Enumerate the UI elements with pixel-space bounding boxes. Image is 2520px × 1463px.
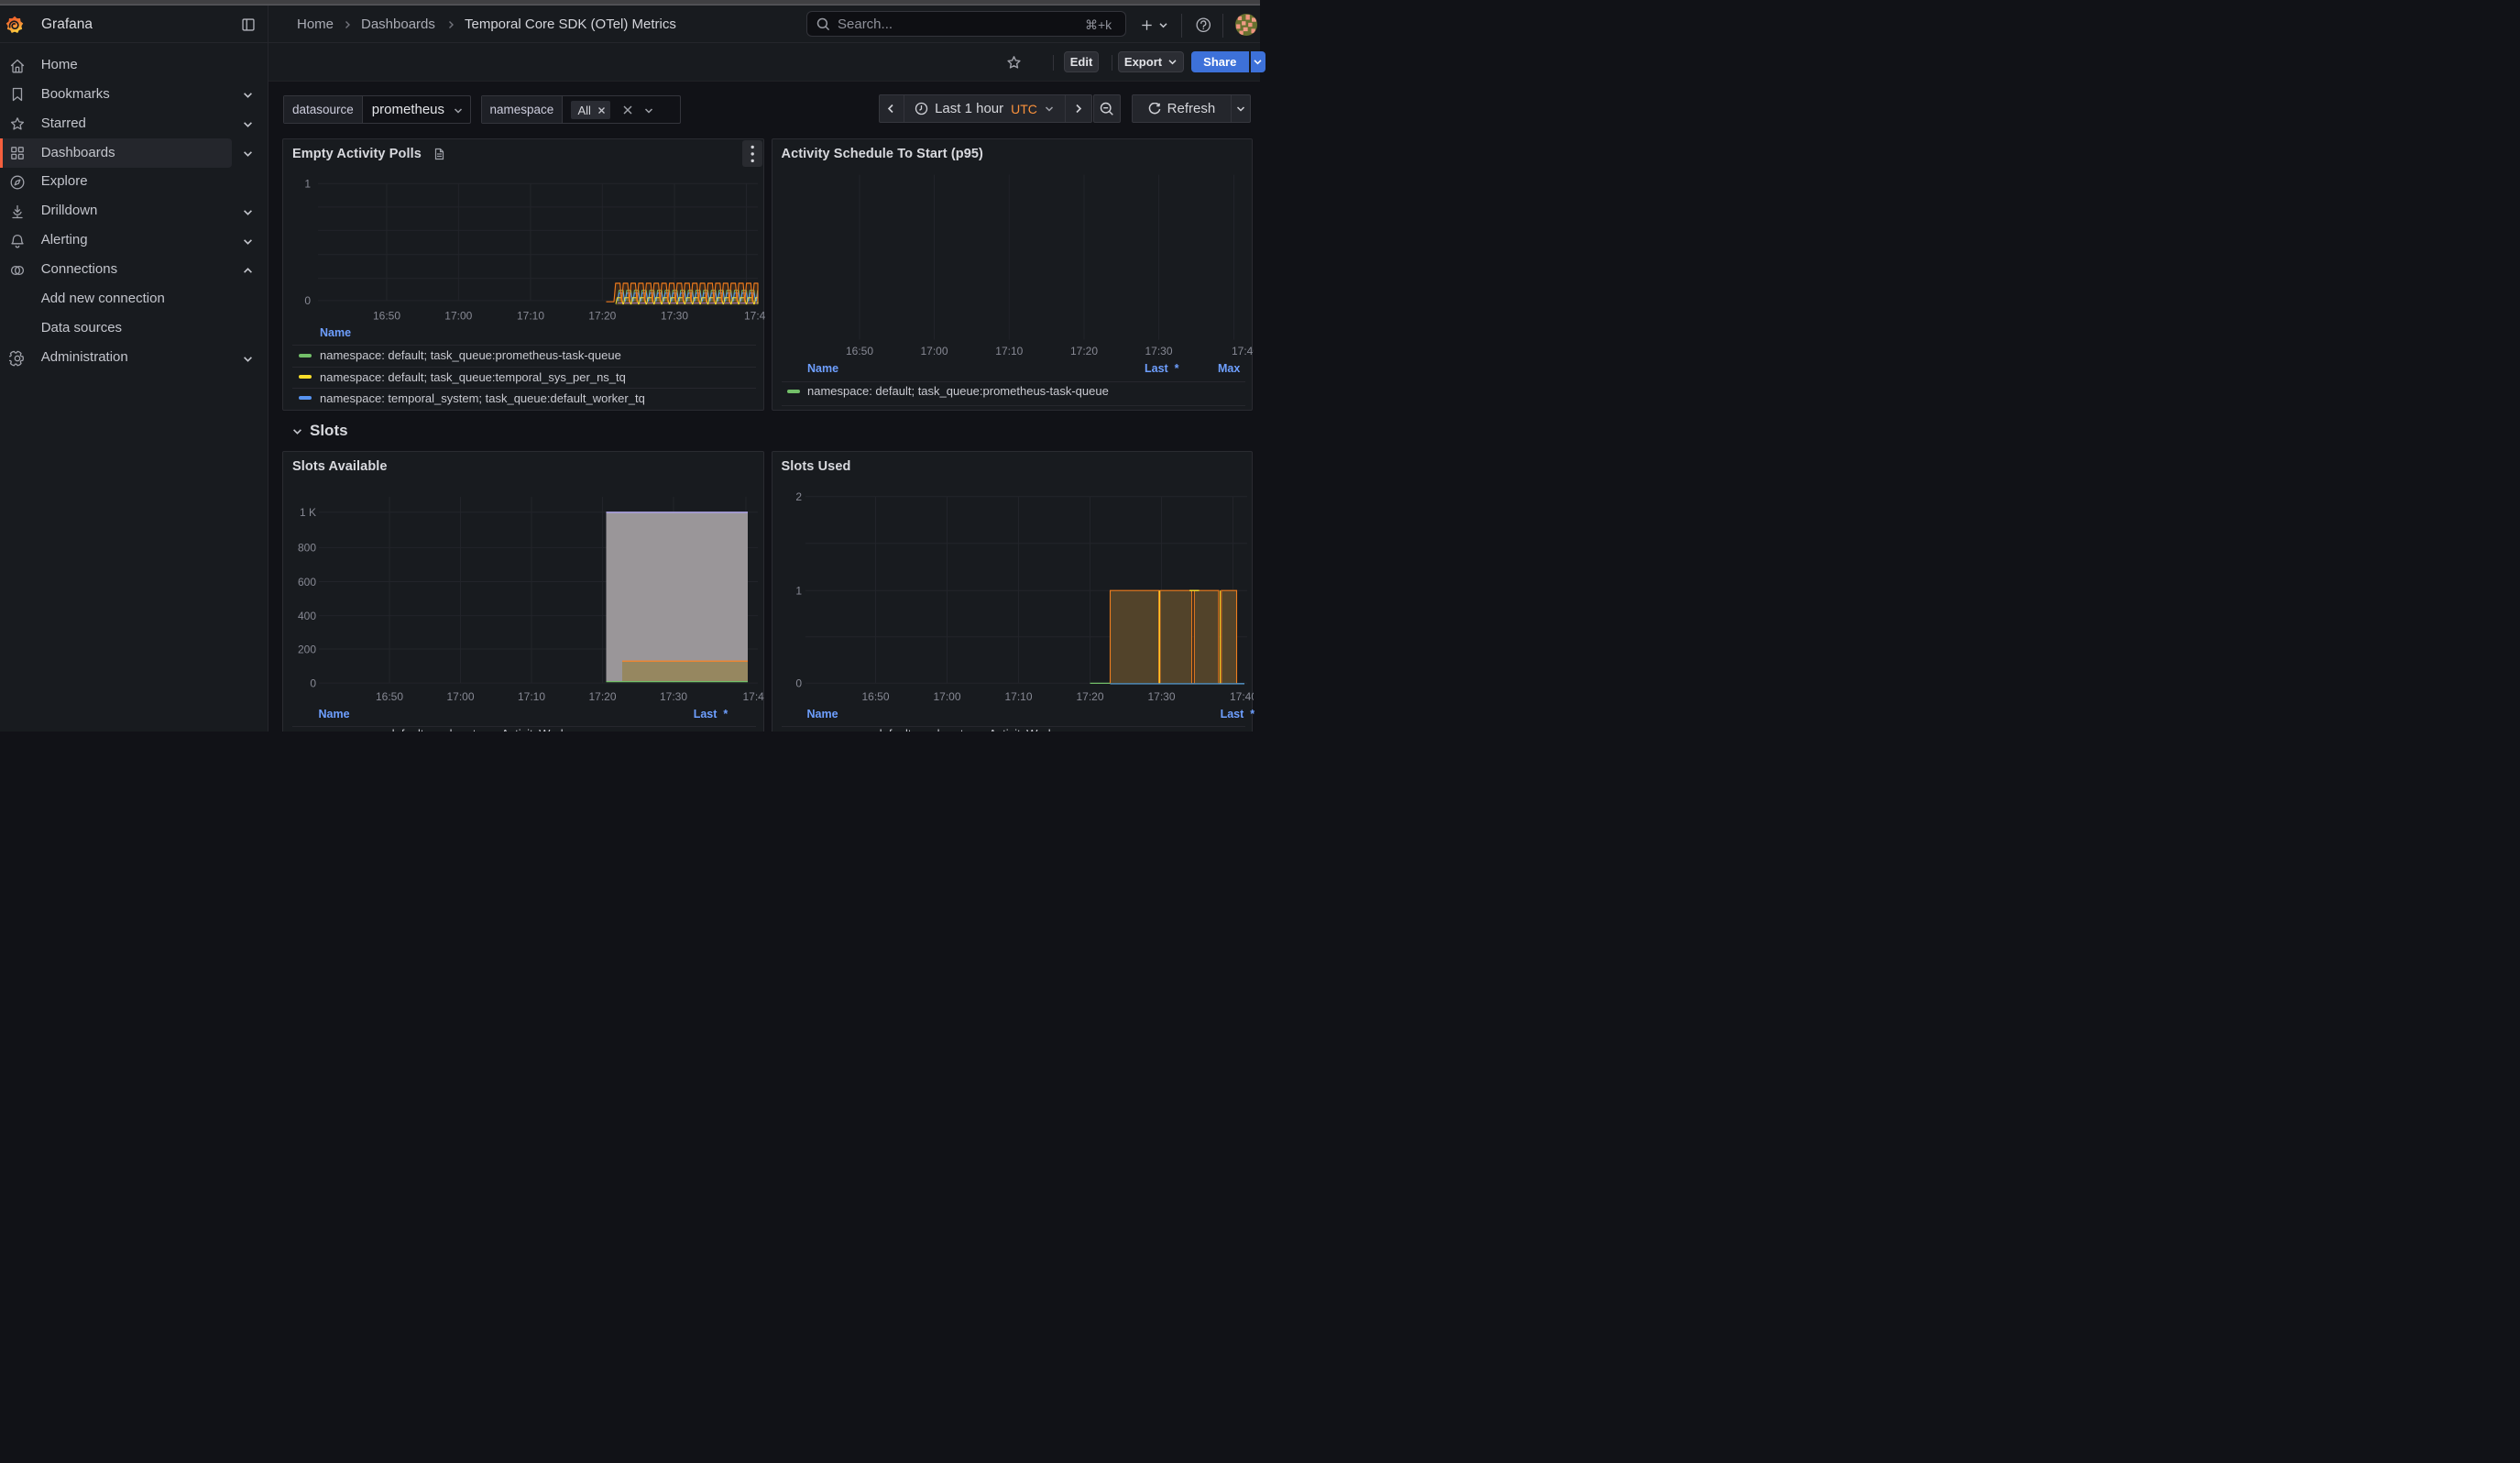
- svg-text:17:30: 17:30: [661, 310, 688, 323]
- svg-text:17:20: 17:20: [588, 690, 616, 703]
- svg-text:17:30: 17:30: [660, 690, 687, 703]
- svg-text:16:50: 16:50: [861, 690, 889, 703]
- svg-text:16:50: 16:50: [845, 345, 872, 358]
- svg-text:0: 0: [304, 295, 311, 308]
- svg-text:800: 800: [298, 542, 316, 555]
- svg-text:17:00: 17:00: [444, 310, 472, 323]
- svg-text:17:10: 17:10: [1004, 690, 1032, 703]
- svg-text:17:40: 17:40: [744, 310, 765, 323]
- svg-text:17:00: 17:00: [446, 690, 474, 703]
- svg-text:17:20: 17:20: [588, 310, 616, 323]
- svg-text:1: 1: [795, 585, 802, 598]
- svg-text:17:20: 17:20: [1069, 345, 1097, 358]
- svg-text:17:10: 17:10: [995, 345, 1023, 358]
- svg-text:0: 0: [795, 677, 802, 690]
- svg-text:17:20: 17:20: [1076, 690, 1103, 703]
- svg-text:17:40: 17:40: [1231, 345, 1253, 358]
- svg-text:16:50: 16:50: [376, 690, 403, 703]
- svg-text:600: 600: [298, 576, 316, 588]
- svg-text:17:10: 17:10: [518, 690, 545, 703]
- svg-text:1: 1: [304, 178, 311, 191]
- svg-text:17:10: 17:10: [517, 310, 544, 323]
- svg-text:16:50: 16:50: [373, 310, 400, 323]
- svg-text:17:30: 17:30: [1145, 345, 1172, 358]
- svg-text:0: 0: [310, 677, 316, 690]
- svg-text:17:00: 17:00: [920, 345, 948, 358]
- svg-text:17:40: 17:40: [1229, 690, 1253, 703]
- svg-text:17:40: 17:40: [742, 690, 764, 703]
- svg-text:17:30: 17:30: [1147, 690, 1175, 703]
- svg-text:1 K: 1 K: [300, 506, 316, 519]
- svg-text:2: 2: [795, 490, 802, 503]
- svg-text:200: 200: [298, 644, 316, 656]
- svg-text:17:00: 17:00: [933, 690, 960, 703]
- svg-text:400: 400: [298, 610, 316, 622]
